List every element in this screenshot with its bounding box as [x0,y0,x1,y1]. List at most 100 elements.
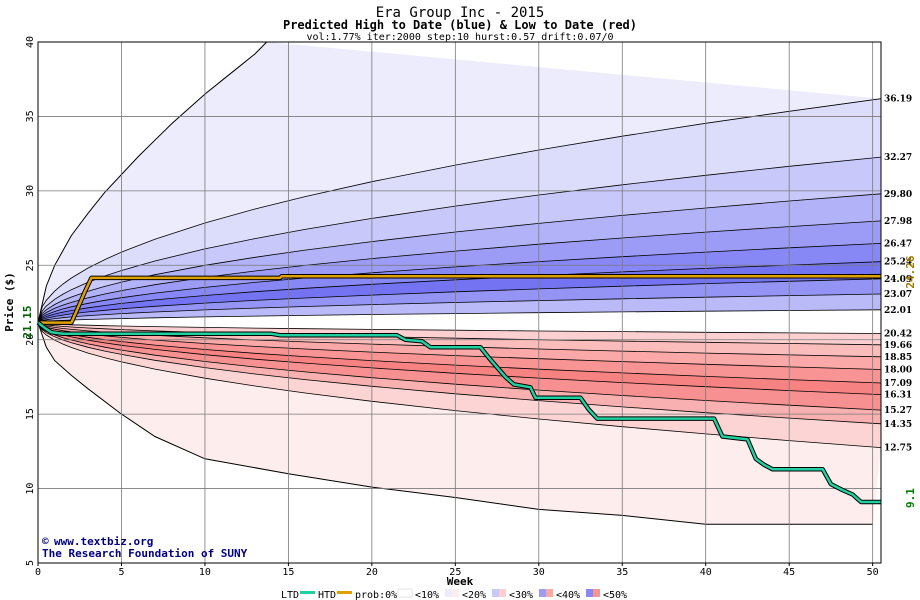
percentile-label: 12.75 [884,444,912,454]
band-high-3 [38,193,881,323]
legend-0-swatch [397,588,413,598]
band-high-8 [38,294,881,323]
legend-htd-label: HTD [318,590,336,600]
percentile-label: 18.00 [884,366,912,376]
band-low-4 [38,322,881,395]
percentile-label: 19.66 [884,341,912,351]
x-tick-label: 15 [282,567,294,578]
percentile-label: 36.19 [884,95,912,105]
percentile-curve-16 [37,322,882,425]
percentile-curve-6 [37,278,882,323]
start-price-label: 21.15 [21,305,34,338]
percentile-curve-5 [37,261,882,323]
y-tick-label: 35 [25,110,36,122]
x-axis-ticks: 0 5 10 15 20 25 30 35 40 45 50 [35,563,879,578]
x-axis-label: Week [447,575,474,588]
legend-prob-label: prob:0% [355,590,397,600]
x-tick-label: 10 [199,567,211,578]
y-tick-label: 30 [25,185,36,197]
y-tick-label: 25 [25,259,36,271]
legend-40-swatch [586,589,593,597]
percentile-curve-1 [37,156,882,323]
ltd-series-line [37,321,881,504]
y-tick-label: 20 [25,334,36,346]
percentile-label: 20.42 [884,330,912,340]
percentile-curve-4 [37,243,882,323]
x-tick-label: 50 [867,567,879,578]
x-tick-label: 0 [35,567,41,578]
percentile-curve-7 [37,293,882,323]
chart-params: vol:1.77% iter:2000 step:10 hurst:0.57 d… [306,32,613,43]
percentile-label: 14.35 [884,420,912,430]
band-high-0 [38,42,881,323]
high-final-label: 24.26 [904,255,917,288]
low-final-label: 9.1 [904,488,917,508]
percentile-label: 26.47 [884,239,912,249]
legend-10-label: <10% [415,590,439,600]
percentile-label: 23.07 [884,290,912,300]
legend-30-label: <30% [509,590,533,600]
legend-30-swatch [539,589,546,597]
percentile-labels: 36.19 32.27 29.80 27.98 26.47 25.24 24.09 23.07… [884,95,912,454]
legend-20-label: <20% [462,590,486,600]
x-tick-label: 40 [700,567,712,578]
x-tick-label: 20 [366,567,378,578]
percentile-curve-12 [37,322,882,370]
band-low-3 [38,322,881,383]
percentile-label: 24.09 [884,275,912,285]
chart-title: Era Group Inc - 2015 [376,5,545,21]
band-high-4 [38,220,881,323]
percentile-label: 15.27 [884,406,912,416]
band-median [38,309,881,334]
percentile-curve-15 [37,322,882,411]
data-series [36,274,881,505]
legend-50-label: <50% [603,590,627,600]
percentile-curve-3 [37,220,882,323]
y-axis-label: Price ($) [3,272,16,332]
outer-high-curve [37,41,268,323]
band-low-2 [38,322,881,370]
credit-url: www.textbiz.org [54,535,153,548]
credit-org: The Research Foundation of SUNY [42,547,248,560]
y-tick-label: 5 [25,560,36,566]
percentile-curve-2 [37,193,882,323]
y-tick-label: 15 [25,408,36,420]
band-high-1 [38,98,881,323]
percentile-curve-0 [37,98,882,323]
percentile-label: 32.27 [884,153,912,163]
legend-htd-swatch [337,591,352,594]
legend-10-swatch [445,589,452,597]
x-tick-label: 30 [533,567,545,578]
x-tick-label: 45 [783,567,795,578]
chart-subtitle: Predicted High to Date (blue) & Low to D… [283,18,637,32]
y-tick-label: 40 [25,36,36,48]
plot-area [36,41,882,564]
percentile-curves [37,41,882,525]
legend-20-swatch [492,589,499,597]
percentile-curve-17 [37,322,882,448]
y-axis-ticks: 5 10 15 20 25 30 35 40 [25,36,36,566]
band-low-8 [38,322,881,525]
legend-10-swatch-red [452,589,459,597]
x-tick-label: 25 [449,567,461,578]
x-tick-label: 5 [118,567,124,578]
percentile-label: 25.24 [884,258,912,268]
percentile-curve-11 [37,322,882,358]
legend: LTD HTD prob:0% <10% <20% <30% <40% <50% [281,588,627,600]
grid-lines [38,42,881,563]
band-low-5 [38,322,881,411]
legend-ltd-swatch [300,591,315,594]
legend-40-label: <40% [556,590,580,600]
band-high-7 [38,278,881,323]
y-tick-label: 10 [25,483,36,495]
percentile-label: 16.31 [884,391,912,401]
percentile-label: 17.09 [884,379,912,389]
plot-frame [37,41,882,564]
htd-series-line [38,275,881,324]
copyright-icon: © [42,535,49,548]
band-high-5 [38,243,881,323]
percentile-label: 29.80 [884,190,912,200]
legend-ltd-label: LTD [281,590,299,600]
credit-block: © www.textbiz.org The Research Foundatio… [42,535,248,560]
